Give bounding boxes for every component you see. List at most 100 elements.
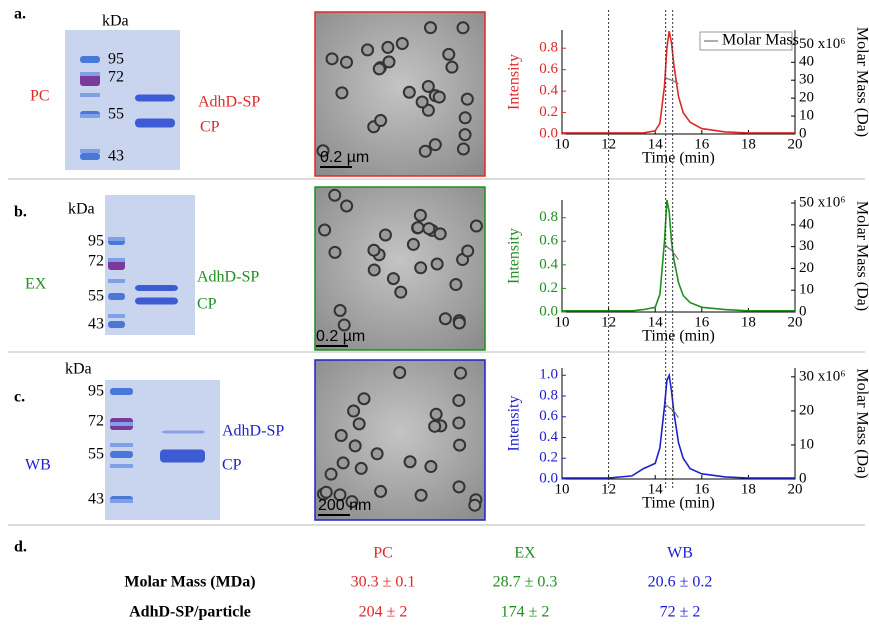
separators <box>8 178 865 526</box>
marker-label: 72 <box>88 253 104 270</box>
marker-label: 95 <box>108 51 124 68</box>
y-tick-label: 0.0 <box>539 470 558 486</box>
particle <box>422 222 436 236</box>
y2-tick-label: 30 x10⁶ <box>799 368 845 384</box>
particle <box>333 488 347 502</box>
scale-bar-label: 0.2 µm <box>320 149 369 166</box>
particle <box>367 263 381 277</box>
band-label: AdhD-SP <box>197 269 259 286</box>
particle <box>454 366 468 380</box>
particle <box>458 111 472 125</box>
particle <box>449 278 463 292</box>
ladder-band <box>80 149 100 153</box>
particle <box>428 138 442 152</box>
y2-tick-label: 0 <box>799 125 807 141</box>
y-tick-label: 0.8 <box>539 387 558 403</box>
particle <box>430 257 444 271</box>
sample-band <box>135 297 178 305</box>
particle <box>452 393 466 407</box>
intensity-line <box>562 372 795 479</box>
x-tick-label: 14 <box>648 314 664 330</box>
particle <box>386 272 400 286</box>
x-tick-label: 14 <box>648 481 664 497</box>
sample-band <box>160 449 205 463</box>
y-tick-label: 0.0 <box>539 125 558 141</box>
molar-mass-line <box>664 244 679 261</box>
particle <box>395 37 409 51</box>
x-tick-label: 20 <box>788 314 803 330</box>
particle <box>345 495 359 509</box>
y-tick-label: 0.4 <box>539 256 558 272</box>
particle <box>328 188 342 202</box>
ladder-band <box>110 451 133 458</box>
y2-tick-label: 40 <box>799 54 814 70</box>
y2-axis-label: Molar Mass (Da) <box>853 368 869 478</box>
band-label: AdhD-SP <box>222 423 284 440</box>
particle <box>429 407 443 421</box>
particle <box>460 92 474 106</box>
y2-tick-label: 20 <box>799 260 814 276</box>
y-tick-label: 0.6 <box>539 408 558 424</box>
y2-axis-label: Molar Mass (Da) <box>853 27 869 137</box>
molar-mass-line <box>664 403 679 419</box>
marker-label: 43 <box>88 491 104 508</box>
particle <box>354 461 368 475</box>
band-label: AdhD-SP <box>198 94 260 111</box>
y2-tick-label: 10 <box>799 436 814 452</box>
y-tick-label: 0.2 <box>539 104 558 120</box>
marker-label: 55 <box>88 446 104 463</box>
particle <box>415 95 429 109</box>
particle <box>394 285 408 299</box>
panel-letter: c. <box>14 389 25 406</box>
y-tick-label: 1.0 <box>539 367 558 383</box>
y2-tick-label: 40 <box>799 216 814 232</box>
row-label: Molar Mass (MDa) <box>124 574 255 591</box>
x-tick-label: 10 <box>555 481 570 497</box>
y-tick-label: 0.2 <box>539 280 558 296</box>
table-cell: 20.6 ± 0.2 <box>648 574 713 591</box>
particle <box>432 90 446 104</box>
x-tick-label: 12 <box>601 136 616 152</box>
ladder-band <box>80 93 100 97</box>
ladder-band <box>108 258 125 262</box>
particle <box>461 244 475 258</box>
particle <box>374 114 388 128</box>
band-label: CP <box>197 296 217 313</box>
particle <box>333 304 347 318</box>
x-tick-label: 20 <box>788 136 803 152</box>
particle <box>340 199 354 213</box>
axes <box>561 200 796 313</box>
ladder-band <box>110 499 133 503</box>
particle <box>328 245 342 259</box>
particle <box>414 488 428 502</box>
y-tick-label: 0.2 <box>539 450 558 466</box>
particle <box>319 485 333 499</box>
y2-tick-label: 50 x10⁶ <box>799 194 845 210</box>
particle <box>452 316 466 330</box>
ladder-band <box>110 443 133 447</box>
table-cell: 204 ± 2 <box>359 604 408 621</box>
axes <box>561 368 796 480</box>
axes <box>561 30 796 135</box>
marker-label: 95 <box>88 383 104 400</box>
table-cell: 174 ± 2 <box>501 604 550 621</box>
legend-box <box>699 31 793 51</box>
molar-mass-line <box>664 76 679 85</box>
particle <box>352 417 366 431</box>
y2-tick-label: 20 <box>799 402 814 418</box>
table-cell: 28.7 ± 0.3 <box>493 574 558 591</box>
particle <box>438 312 452 326</box>
particle <box>433 227 447 241</box>
particle <box>458 128 472 142</box>
y2-tick-label: 0 <box>799 303 807 319</box>
particle <box>424 460 438 474</box>
particle <box>403 455 417 469</box>
y-tick-label: 0.4 <box>539 83 558 99</box>
particle <box>336 456 350 470</box>
y2-tick-label: 0 <box>799 470 807 486</box>
table-cell: 72 ± 2 <box>660 604 701 621</box>
particle <box>418 144 432 158</box>
particle <box>453 438 467 452</box>
y-tick-label: 0.8 <box>539 209 558 225</box>
marker-label: 55 <box>88 288 104 305</box>
